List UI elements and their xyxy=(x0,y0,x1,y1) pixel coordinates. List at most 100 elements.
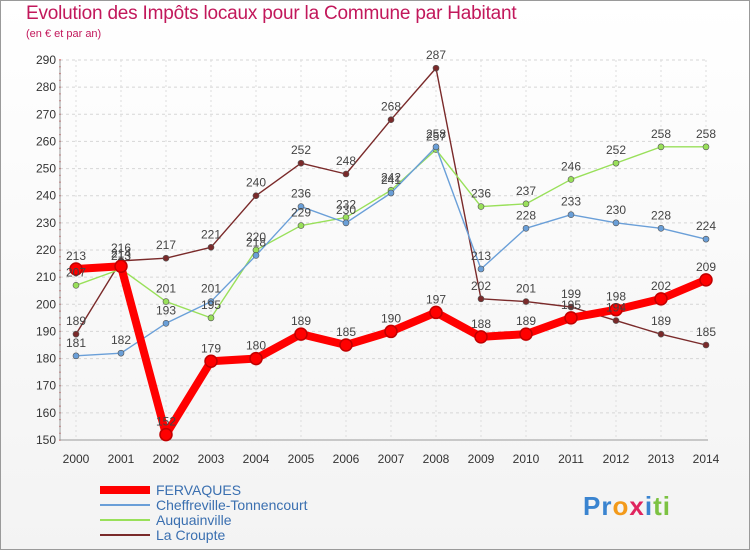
logo-part: i xyxy=(644,491,654,521)
data-point xyxy=(609,302,623,317)
data-point xyxy=(162,254,170,262)
data-point xyxy=(657,224,665,232)
data-point xyxy=(162,298,170,305)
data-point xyxy=(699,273,713,287)
data-label: 207 xyxy=(66,265,86,279)
data-point xyxy=(342,219,350,227)
data-label: 258 xyxy=(651,127,671,141)
data-label: 213 xyxy=(111,249,131,263)
data-label: 287 xyxy=(426,48,446,62)
y-tick-label: 290 xyxy=(36,53,56,67)
data-label: 240 xyxy=(246,176,266,190)
data-label: 201 xyxy=(156,282,176,296)
data-point xyxy=(654,292,668,306)
data-label: 214 xyxy=(111,246,131,260)
data-label: 188 xyxy=(471,317,491,331)
data-label: 182 xyxy=(111,333,131,347)
logo-part: x xyxy=(629,491,645,521)
data-point xyxy=(432,64,440,72)
data-point xyxy=(612,317,620,324)
x-tick-label: 2010 xyxy=(513,452,540,466)
data-label: 220 xyxy=(246,230,266,244)
data-label: 185 xyxy=(336,325,356,339)
legend-label: Cheffreville-Tonnencourt xyxy=(156,497,308,513)
data-point xyxy=(657,330,665,338)
y-tick-label: 280 xyxy=(36,80,56,94)
data-point xyxy=(252,192,260,200)
data-label: 213 xyxy=(66,249,86,263)
data-label: 189 xyxy=(651,314,671,328)
data-label: 230 xyxy=(336,203,356,217)
legend-label: La Croupte xyxy=(156,527,225,543)
data-label: 230 xyxy=(606,203,626,217)
data-point xyxy=(339,338,353,352)
data-point xyxy=(252,252,260,259)
data-label: 216 xyxy=(111,241,131,255)
data-label: 252 xyxy=(291,143,311,157)
data-label: 190 xyxy=(381,311,401,325)
y-tick-label: 210 xyxy=(36,270,56,284)
data-label: 228 xyxy=(516,208,536,222)
data-label: 236 xyxy=(471,187,491,201)
data-label: 233 xyxy=(561,195,581,209)
data-point xyxy=(207,314,215,322)
y-tick-label: 190 xyxy=(36,324,56,338)
data-point xyxy=(612,219,620,227)
chart-title: Evolution des Impôts locaux pour la Comm… xyxy=(26,3,517,24)
data-label: 185 xyxy=(696,325,716,339)
data-point xyxy=(72,352,80,360)
data-point xyxy=(297,222,305,229)
data-point xyxy=(477,265,485,273)
y-tick-label: 170 xyxy=(36,379,56,393)
data-label: 242 xyxy=(381,170,401,184)
x-tick-label: 2007 xyxy=(378,452,405,466)
data-point xyxy=(657,143,665,151)
logo-part: Pr xyxy=(583,491,613,521)
data-label: 237 xyxy=(516,184,536,198)
data-point xyxy=(342,170,350,178)
data-point xyxy=(297,203,305,210)
data-label: 218 xyxy=(246,235,266,249)
y-tick-label: 270 xyxy=(36,107,56,121)
data-point xyxy=(522,200,530,208)
legend-label: Auquainville xyxy=(156,512,232,528)
data-point xyxy=(519,327,533,341)
x-tick-label: 2014 xyxy=(693,452,720,466)
x-tick-label: 2003 xyxy=(198,452,225,466)
data-label: 241 xyxy=(381,173,401,187)
y-tick-label: 200 xyxy=(36,297,56,311)
x-tick-label: 2002 xyxy=(153,452,180,466)
data-point xyxy=(474,330,488,344)
data-label: 248 xyxy=(336,154,356,168)
data-label: 257 xyxy=(426,130,446,144)
data-label: 193 xyxy=(156,303,176,317)
data-point xyxy=(432,143,440,151)
y-tick-label: 250 xyxy=(36,162,56,176)
data-point xyxy=(477,203,485,210)
data-label: 189 xyxy=(291,314,311,328)
data-point xyxy=(429,305,443,320)
data-label: 258 xyxy=(426,127,446,141)
data-label: 189 xyxy=(516,314,536,328)
data-label: 246 xyxy=(561,159,581,173)
data-point xyxy=(159,427,173,442)
x-tick-label: 2008 xyxy=(423,452,450,466)
data-point xyxy=(702,143,710,151)
x-tick-label: 2000 xyxy=(63,452,90,466)
proxiti-logo: Proxiti xyxy=(583,491,671,522)
data-point xyxy=(387,189,395,197)
chart-subtitle: (en € et par an) xyxy=(26,28,102,40)
data-label: 228 xyxy=(651,208,671,222)
y-tick-label: 260 xyxy=(36,134,56,148)
x-tick-label: 2005 xyxy=(288,452,315,466)
data-label: 224 xyxy=(696,219,716,233)
data-point xyxy=(702,341,710,349)
x-tick-label: 2004 xyxy=(243,452,270,466)
x-tick-label: 2006 xyxy=(333,452,360,466)
data-label: 221 xyxy=(201,227,221,241)
legend-label: FERVAQUES xyxy=(156,482,241,498)
data-label: 195 xyxy=(201,298,221,312)
data-label: 252 xyxy=(606,143,626,157)
data-label: 181 xyxy=(66,336,86,350)
data-point xyxy=(612,159,620,167)
